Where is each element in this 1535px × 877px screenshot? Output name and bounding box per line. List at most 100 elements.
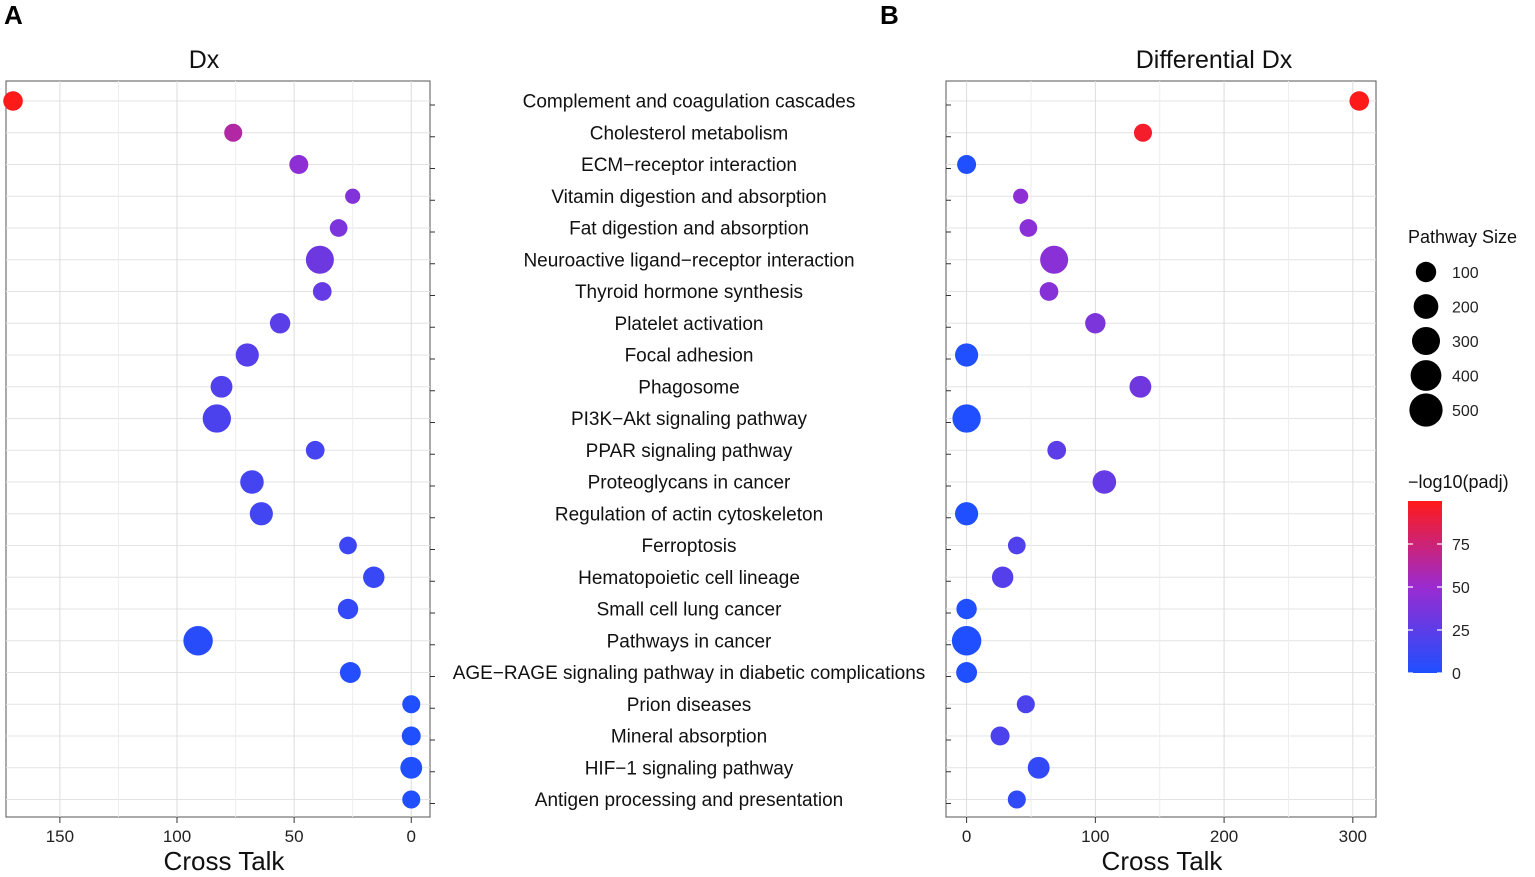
category-label: Regulation of actin cytoskeleton xyxy=(555,504,823,525)
size-legend-label: 400 xyxy=(1452,369,1479,386)
data-point-a xyxy=(3,91,23,111)
panel-a-frame xyxy=(5,80,431,818)
category-label: Neuroactive ligand−receptor interaction xyxy=(523,250,854,271)
panel-a-x-axis: 150 100 50 0 xyxy=(46,104,435,846)
data-point-a xyxy=(339,662,361,683)
data-point-a xyxy=(329,219,348,237)
color-legend-label: 50 xyxy=(1452,580,1470,597)
size-legend-title: Pathway Size xyxy=(1408,227,1517,247)
data-point-b xyxy=(1039,282,1059,301)
size-legend-label: 200 xyxy=(1452,300,1479,317)
category-label: Thyroid hormone synthesis xyxy=(575,282,803,303)
data-point-a xyxy=(305,440,325,460)
category-labels: Complement and coagulation cascades Chole… xyxy=(453,92,926,812)
category-label: Platelet activation xyxy=(615,314,764,335)
data-point-b xyxy=(1129,375,1152,398)
data-point-b xyxy=(1013,188,1029,204)
panel-label-a: A xyxy=(4,0,23,30)
data-point-a xyxy=(224,123,243,142)
data-point-b xyxy=(1016,695,1035,714)
size-legend-dot xyxy=(1411,326,1441,356)
data-point-a xyxy=(345,188,361,204)
data-point-b xyxy=(1007,790,1026,809)
category-label: ECM−receptor interaction xyxy=(581,155,797,176)
data-point-b xyxy=(990,726,1010,746)
data-point-a xyxy=(400,756,423,779)
category-label: Small cell lung cancer xyxy=(597,600,782,621)
data-point-b xyxy=(1133,123,1153,142)
data-point-b xyxy=(955,502,979,526)
data-point-a xyxy=(183,626,213,656)
size-legend-dot xyxy=(1413,294,1439,319)
category-label: AGE−RAGE signaling pathway in diabetic c… xyxy=(453,663,926,684)
data-point-a xyxy=(289,155,309,174)
color-legend: 75 50 25 0 xyxy=(1408,537,1470,683)
category-label: Hematopoietic cell lineage xyxy=(578,568,800,589)
data-point-a xyxy=(210,375,233,398)
data-point-b xyxy=(955,343,979,367)
color-legend-label: 0 xyxy=(1452,666,1461,683)
size-legend-label: 500 xyxy=(1452,403,1479,420)
x-tick-label: 0 xyxy=(407,827,416,846)
panel-b-x-axis: 0 100 200 300 xyxy=(946,104,1367,846)
data-point-a xyxy=(240,470,264,494)
data-point-a xyxy=(402,695,421,714)
size-legend-label: 100 xyxy=(1452,265,1479,282)
panel-a-x-axis-title: Cross Talk xyxy=(164,846,286,876)
category-label: Proteoglycans in cancer xyxy=(588,473,791,494)
data-point-b xyxy=(957,155,977,174)
panel-b-points xyxy=(951,91,1370,809)
category-label: PI3K−Akt signaling pathway xyxy=(571,409,808,430)
size-legend-label: 300 xyxy=(1452,334,1479,351)
data-point-a xyxy=(249,502,273,526)
category-label: Ferroptosis xyxy=(641,536,736,557)
data-point-b xyxy=(1085,313,1106,334)
data-point-b xyxy=(1349,91,1370,111)
category-label: Focal adhesion xyxy=(625,346,754,367)
panel-a-points xyxy=(3,91,423,809)
data-point-b xyxy=(951,626,982,656)
category-label: Cholesterol metabolism xyxy=(590,123,789,144)
panel-b-grid xyxy=(946,81,1376,817)
category-label: Antigen processing and presentation xyxy=(535,790,843,811)
x-tick-label: 150 xyxy=(46,827,74,846)
x-tick-label: 0 xyxy=(962,827,971,846)
category-label: Phagosome xyxy=(638,377,739,398)
data-point-b xyxy=(991,566,1014,588)
data-point-a xyxy=(202,404,231,433)
x-tick-label: 100 xyxy=(163,827,191,846)
data-point-b xyxy=(1019,219,1038,237)
data-point-a xyxy=(312,282,332,301)
category-label: Pathways in cancer xyxy=(607,631,772,652)
size-legend-dot xyxy=(1410,360,1442,391)
data-point-b xyxy=(1047,440,1067,460)
color-legend-bar xyxy=(1408,501,1442,673)
data-point-a xyxy=(305,245,334,274)
color-legend-title: −log10(padj) xyxy=(1408,472,1509,492)
category-label: Fat digestion and absorption xyxy=(569,219,809,240)
x-tick-label: 50 xyxy=(285,827,304,846)
data-point-b xyxy=(1040,245,1069,274)
panel-b-x-axis-title: Cross Talk xyxy=(1102,846,1224,876)
panel-b-plot: 0 100 200 300 xyxy=(945,80,1377,846)
panel-a-plot: 150 100 50 0 xyxy=(3,80,435,846)
data-point-b xyxy=(956,662,978,683)
panel-b-title: Differential Dx xyxy=(1136,46,1293,74)
category-label: HIF−1 signaling pathway xyxy=(585,758,794,779)
size-legend: 100 200 300 400 500 xyxy=(1409,261,1479,427)
panel-label-b: B xyxy=(880,0,899,30)
category-label: PPAR signaling pathway xyxy=(586,441,793,462)
x-tick-label: 200 xyxy=(1210,827,1238,846)
data-point-b xyxy=(956,598,977,620)
data-point-b xyxy=(1092,470,1117,494)
size-legend-dot xyxy=(1409,393,1443,427)
data-point-a xyxy=(402,790,421,809)
data-point-a xyxy=(269,313,291,334)
data-point-a xyxy=(339,536,357,555)
x-tick-label: 100 xyxy=(1081,827,1109,846)
panel-a-grid xyxy=(6,81,430,817)
panel-b-frame xyxy=(945,80,1377,818)
color-legend-label: 75 xyxy=(1452,537,1470,554)
size-legend-dot xyxy=(1415,261,1437,283)
